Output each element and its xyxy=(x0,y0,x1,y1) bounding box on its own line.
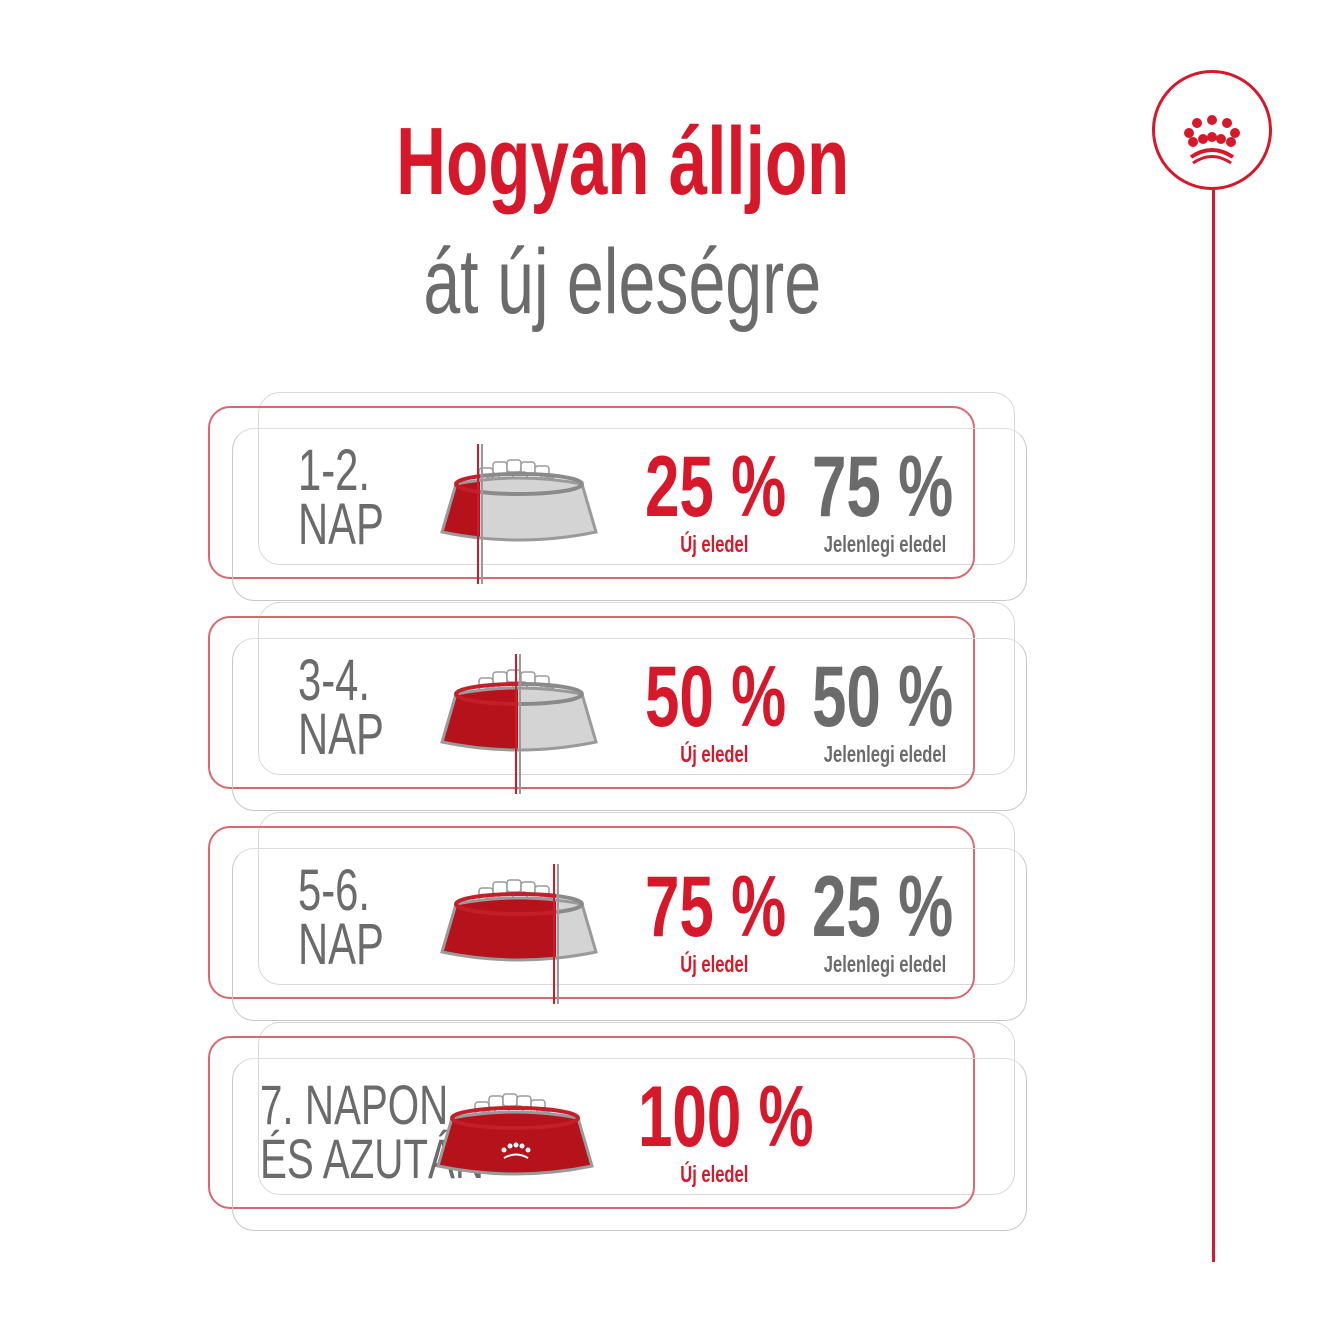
card-red-outline xyxy=(208,406,975,579)
step-card: 3-4. NAP 50 % Új eledel 50 % Jelenlegi e… xyxy=(0,602,1100,822)
royal-canin-crown-icon xyxy=(1152,70,1272,190)
crown-icon xyxy=(501,1142,531,1159)
new-food-label: Új eledel xyxy=(679,741,749,767)
current-food-percent: 25 % xyxy=(812,859,954,955)
current-food-label: Jelenlegi eledel xyxy=(823,741,947,767)
new-food-percent: 50 % xyxy=(645,649,787,745)
card-front-outline xyxy=(232,1058,1027,1231)
step-card: 5-6. NAP 75 % Új eledel 25 % Jelenlegi e… xyxy=(0,812,1100,1032)
card-back-outline xyxy=(258,602,1015,775)
day-label: 7. NAPON ÉS AZUTÁN xyxy=(260,1073,485,1190)
card-red-outline xyxy=(208,616,975,789)
food-bowl-icon xyxy=(436,444,602,584)
new-food-label: Új eledel xyxy=(679,1161,749,1187)
card-red-outline xyxy=(208,1036,975,1209)
day-label: 3-4. NAP xyxy=(298,648,384,767)
card-front-outline xyxy=(232,848,1027,1021)
day-label: 5-6. NAP xyxy=(298,858,384,977)
new-food-percent: 100 % xyxy=(638,1069,814,1165)
card-back-outline xyxy=(258,1022,1015,1195)
new-food-percent: 75 % xyxy=(645,859,787,955)
card-back-outline xyxy=(258,392,1015,565)
brand-vertical-line xyxy=(1212,190,1215,1262)
food-bowl-icon xyxy=(436,864,602,1004)
day-label: 1-2. NAP xyxy=(298,438,384,557)
card-red-outline xyxy=(208,826,975,999)
current-food-label: Jelenlegi eledel xyxy=(823,951,947,977)
card-front-outline xyxy=(232,638,1027,811)
current-food-percent: 50 % xyxy=(812,649,954,745)
step-card: 7. NAPON ÉS AZUTÁN 100 % Új eledel xyxy=(0,1022,1100,1242)
current-food-percent: 75 % xyxy=(812,439,954,535)
food-bowl-icon xyxy=(436,654,602,794)
page-subtitle: át új eleségre xyxy=(423,231,822,333)
new-food-percent: 25 % xyxy=(645,439,787,535)
food-bowl-icon xyxy=(432,1078,598,1218)
page-title: Hogyan álljon xyxy=(395,108,850,215)
card-back-outline xyxy=(258,812,1015,985)
new-food-label: Új eledel xyxy=(679,531,749,557)
new-food-label: Új eledel xyxy=(679,951,749,977)
step-card: 1-2. NAP 25 % Új eledel 75 % Jelenlegi e… xyxy=(0,392,1100,612)
card-front-outline xyxy=(232,428,1027,601)
current-food-label: Jelenlegi eledel xyxy=(823,531,947,557)
